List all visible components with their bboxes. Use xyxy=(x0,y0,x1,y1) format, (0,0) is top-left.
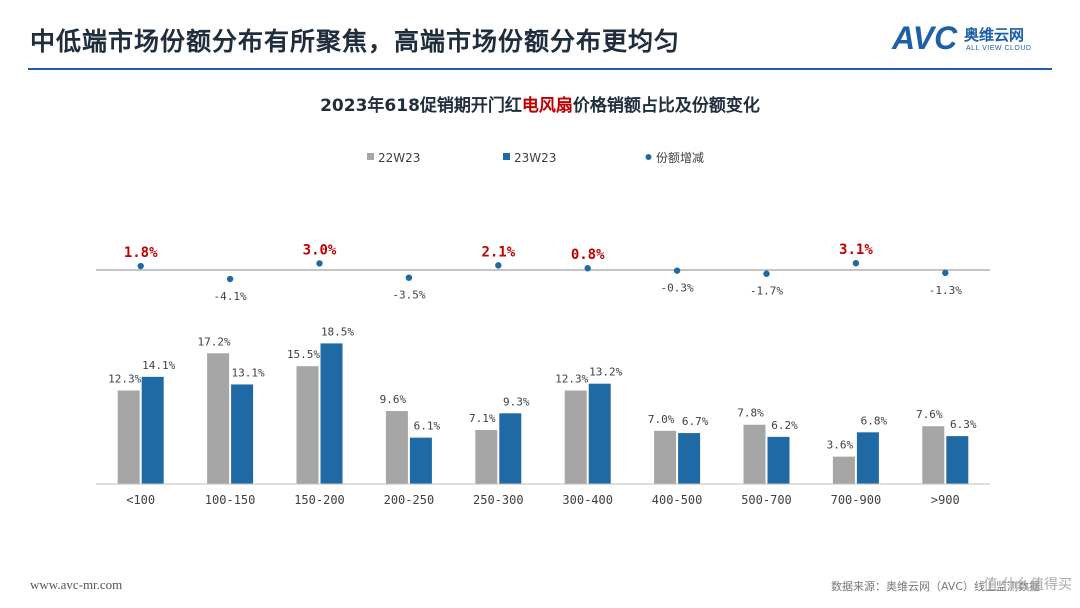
bar-23W23-4 xyxy=(499,413,522,484)
share-change-dot-0 xyxy=(137,262,144,270)
bar-label-22W23-4: 7.1% xyxy=(469,412,496,425)
share-change-dot-2 xyxy=(316,260,323,267)
x-tick-label-6: 400-500 xyxy=(652,493,703,507)
bar-23W23-1 xyxy=(231,384,254,484)
bar-label-22W23-7: 7.8% xyxy=(737,407,764,420)
bar-23W23-8 xyxy=(856,432,879,484)
bar-22W23-6 xyxy=(654,430,677,484)
share-change-dot-6 xyxy=(673,267,681,274)
share-change-label-3: -3.5% xyxy=(392,289,425,302)
bar-23W23-5 xyxy=(588,383,611,484)
bar-23W23-6 xyxy=(678,433,701,484)
bar-23W23-2 xyxy=(320,343,343,484)
chart-title: 2023年618促销期开门红电风扇价格销额占比及份额变化 xyxy=(320,95,760,116)
bar-label-22W23-3: 9.6% xyxy=(380,393,407,406)
bar-22W23-8 xyxy=(832,456,855,484)
legend-label-1: 23W23 xyxy=(514,151,556,165)
bar-label-23W23-7: 6.2% xyxy=(771,419,798,432)
footer-url[interactable]: www.avc-mr.com xyxy=(30,577,123,592)
bar-label-23W23-3: 6.1% xyxy=(414,420,441,433)
share-change-dot-1 xyxy=(226,275,234,283)
x-tick-label-0: <100 xyxy=(126,493,155,507)
legend-swatch-1 xyxy=(503,153,510,160)
bar-label-22W23-9: 7.6% xyxy=(916,408,943,421)
bar-22W23-4 xyxy=(475,430,498,484)
bar-22W23-2 xyxy=(296,366,319,484)
share-change-label-8: 3.1% xyxy=(839,242,873,258)
chart-title-part: 价格销额占比及份额变化 xyxy=(573,95,760,116)
share-change-dot-4 xyxy=(495,262,502,269)
share-change-dot-7 xyxy=(763,270,770,277)
bar-label-23W23-6: 6.7% xyxy=(682,415,709,428)
x-tick-label-7: 500-700 xyxy=(741,493,792,507)
x-tick-label-1: 100-150 xyxy=(205,493,256,507)
bar-label-23W23-8: 6.8% xyxy=(861,414,888,427)
share-change-label-7: -1.7% xyxy=(750,285,783,298)
share-change-label-9: -1.3% xyxy=(929,284,962,297)
bar-23W23-9 xyxy=(946,436,969,484)
page-title: 中低端市场份额分布有所聚焦，高端市场份额分布更均匀 xyxy=(30,27,681,56)
share-change-dot-8 xyxy=(852,259,860,267)
legend-label-2: 份额增减 xyxy=(656,151,704,165)
bar-23W23-0 xyxy=(141,376,164,484)
x-tick-label-2: 150-200 xyxy=(294,493,345,507)
share-change-label-0: 1.8% xyxy=(124,245,158,261)
share-change-dot-3 xyxy=(405,274,413,281)
share-change-label-6: -0.3% xyxy=(661,282,694,295)
share-change-label-1: -4.1% xyxy=(214,290,247,303)
bar-label-22W23-0: 12.3% xyxy=(108,373,141,386)
bar-22W23-9 xyxy=(922,426,945,484)
bar-22W23-0 xyxy=(117,390,140,484)
bar-22W23-5 xyxy=(564,390,587,484)
legend-label-0: 22W23 xyxy=(378,151,420,165)
legend-swatch-0 xyxy=(367,153,374,160)
bar-label-23W23-5: 13.2% xyxy=(589,366,622,379)
bar-22W23-3 xyxy=(385,411,408,484)
footer-source: 数据来源：奥维云网（AVC）线上监测数据 xyxy=(830,580,1040,593)
logo-cn-text: 奥维云网 xyxy=(964,26,1025,44)
bar-label-23W23-9: 6.3% xyxy=(950,418,977,431)
x-tick-label-5: 300-400 xyxy=(562,493,613,507)
bar-label-23W23-1: 13.1% xyxy=(232,366,265,379)
x-tick-label-4: 250-300 xyxy=(473,493,524,507)
bar-label-23W23-2: 18.5% xyxy=(321,325,354,338)
chart-title-part: 电风扇 xyxy=(522,95,573,116)
bar-label-23W23-4: 9.3% xyxy=(503,395,530,408)
logo-avc-text: AVC xyxy=(892,20,958,56)
x-tick-label-8: 700-900 xyxy=(831,493,882,507)
footer-watermark: 值 什么值得买 xyxy=(983,577,1072,593)
bar-label-23W23-0: 14.1% xyxy=(142,359,175,372)
legend-swatch-2 xyxy=(645,154,652,160)
x-tick-label-9: >900 xyxy=(931,493,960,507)
bar-23W23-7 xyxy=(767,436,790,484)
logo-en-text: ALL VIEW CLOUD xyxy=(966,45,1032,52)
share-change-label-5: 0.8% xyxy=(571,247,605,263)
share-change-label-4: 2.1% xyxy=(481,244,515,260)
bar-22W23-7 xyxy=(743,424,766,484)
share-change-dot-5 xyxy=(584,265,591,272)
bar-label-22W23-5: 12.3% xyxy=(555,373,588,386)
chart-title-part: 2023年618促销期开门红 xyxy=(320,95,522,116)
header-rule xyxy=(28,68,1052,70)
bar-23W23-3 xyxy=(409,437,432,484)
bar-22W23-1 xyxy=(207,353,230,484)
bar-label-22W23-1: 17.2% xyxy=(198,335,231,348)
bar-label-22W23-8: 3.6% xyxy=(827,439,854,452)
share-change-dot-9 xyxy=(942,269,949,277)
bar-label-22W23-6: 7.0% xyxy=(648,413,675,426)
bar-label-22W23-2: 15.5% xyxy=(287,348,320,361)
x-tick-label-3: 200-250 xyxy=(384,493,435,507)
share-change-label-2: 3.0% xyxy=(303,242,337,258)
avc-logo: AVC 奥维云网 ALL VIEW CLOUD xyxy=(892,20,1062,58)
